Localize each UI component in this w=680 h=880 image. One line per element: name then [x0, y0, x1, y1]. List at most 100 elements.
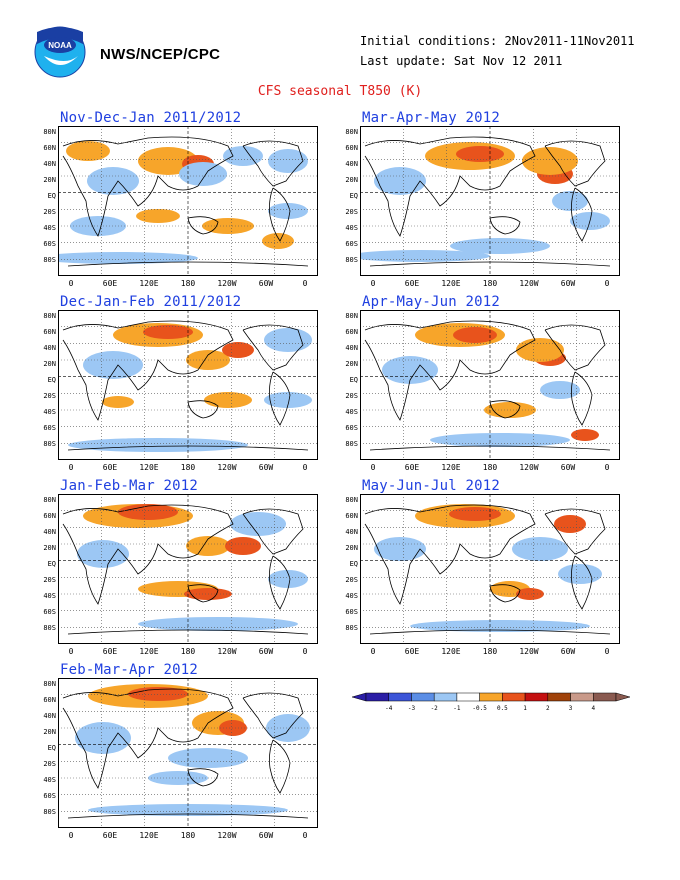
- anomaly-region: [168, 748, 248, 768]
- anomaly-region: [204, 392, 252, 408]
- lon-tick-label: 60E: [404, 279, 420, 288]
- lat-tick-label: 80S: [345, 624, 358, 632]
- lon-tick-label: 60W: [560, 279, 576, 288]
- lat-tick-label: EQ: [47, 376, 56, 384]
- lat-tick-label: EQ: [349, 560, 358, 568]
- lon-tick-label: 60E: [404, 463, 420, 472]
- panel-title-mjj: May-Jun-Jul 2012: [362, 478, 501, 494]
- lat-tick-label: EQ: [47, 560, 56, 568]
- lon-tick-label: 60W: [258, 279, 274, 288]
- anomaly-region: [374, 167, 426, 195]
- anomaly-region: [382, 356, 438, 384]
- legend-arrow-high: [615, 692, 630, 702]
- panel-title-mam: Mar-Apr-May 2012: [362, 110, 501, 126]
- legend-tick-label: -1: [453, 705, 461, 712]
- legend-swatch: [547, 692, 571, 702]
- anomaly-region: [540, 381, 580, 399]
- anomaly-region: [230, 512, 286, 536]
- map-frame: [360, 126, 620, 276]
- legend-swatch: [524, 692, 549, 702]
- lon-tick-label: 60E: [102, 279, 118, 288]
- last-update: Last update: Sat Nov 12 2011: [360, 54, 563, 68]
- coastline: [364, 320, 536, 421]
- lat-tick-label: 40N: [43, 712, 56, 720]
- coastline: [364, 136, 536, 237]
- lon-tick-label: 120E: [139, 831, 159, 840]
- lat-tick-label: EQ: [349, 376, 358, 384]
- lat-tick-label: 40S: [43, 776, 56, 784]
- lat-tick-label: EQ: [47, 744, 56, 752]
- lat-tick-label: 80S: [43, 440, 56, 448]
- anomaly-region: [512, 537, 568, 561]
- anomaly-region: [558, 564, 602, 584]
- lat-tick-label: 20S: [345, 576, 358, 584]
- lon-tick-label: 0: [604, 463, 610, 472]
- legend-tick-label: -2: [431, 705, 439, 712]
- lat-tick-label: 80S: [43, 624, 56, 632]
- lat-tick-label: 20N: [43, 176, 56, 184]
- map-panel-mjj: [360, 494, 620, 644]
- lat-tick-label: 40S: [43, 408, 56, 416]
- lat-tick-label: 80S: [43, 256, 56, 264]
- lon-tick-label: 60W: [258, 831, 274, 840]
- coastline: [269, 739, 291, 794]
- svg-text:NOAA: NOAA: [48, 41, 72, 50]
- lat-tick-label: 60S: [43, 240, 56, 248]
- lat-tick-label: 80S: [345, 256, 358, 264]
- map-panel-ndj: [58, 126, 318, 276]
- coastline: [242, 140, 304, 187]
- coastline: [62, 504, 234, 605]
- lat-tick-label: 80N: [43, 496, 56, 504]
- anomaly-region: [360, 250, 490, 262]
- lat-tick-label: EQ: [47, 192, 56, 200]
- lat-tick-label: 80N: [43, 128, 56, 136]
- lon-tick-label: 180: [180, 647, 196, 656]
- lat-tick-label: 60S: [345, 240, 358, 248]
- lon-tick-label: 120W: [217, 279, 237, 288]
- legend-swatch: [433, 692, 458, 702]
- color-scale-legend: -4 -3 -2 -1 -0.5 0.5 1 2 3 4: [352, 692, 630, 712]
- coastline: [489, 584, 521, 603]
- coastline: [187, 768, 219, 787]
- lat-tick-label: 60N: [43, 696, 56, 704]
- legend-swatch: [502, 692, 526, 702]
- lat-tick-label: 20N: [345, 360, 358, 368]
- anomaly-region: [268, 149, 308, 173]
- lon-tick-label: 0: [604, 647, 610, 656]
- anomaly-region: [516, 338, 564, 362]
- lon-tick-label: 60W: [560, 463, 576, 472]
- anomaly-region: [264, 392, 312, 408]
- map-frame: [58, 678, 318, 828]
- lat-tick-label: 40N: [43, 160, 56, 168]
- anomaly-region: [179, 162, 227, 186]
- lat-tick-label: 60S: [43, 608, 56, 616]
- anomaly-region: [87, 167, 139, 195]
- anomaly-region: [68, 438, 248, 452]
- lat-tick-label: 20N: [43, 728, 56, 736]
- anomaly-region: [118, 504, 178, 520]
- legend-tick-label: -0.5: [472, 705, 487, 712]
- anomaly-region: [554, 515, 586, 533]
- lon-tick-label: 0: [370, 647, 376, 656]
- lon-tick-label: 0: [302, 463, 308, 472]
- lat-tick-label: 40N: [345, 528, 358, 536]
- anomaly-region: [262, 233, 294, 249]
- lon-tick-label: 180: [482, 463, 498, 472]
- anomaly-region: [66, 141, 110, 161]
- lat-tick-label: 40S: [345, 408, 358, 416]
- org-name: NWS/NCEP/CPC: [100, 46, 221, 63]
- anomaly-region: [522, 147, 578, 175]
- anomaly-region: [449, 507, 501, 521]
- lon-tick-label: 120E: [441, 279, 461, 288]
- figure-title: CFS seasonal T850 (K): [257, 84, 423, 99]
- anomaly-region: [102, 396, 134, 408]
- lon-tick-label: 180: [180, 279, 196, 288]
- anomaly-region: [143, 325, 193, 339]
- legend-swatch: [479, 692, 503, 702]
- lon-tick-label: 0: [68, 831, 74, 840]
- legend-swatch: [456, 692, 480, 702]
- lon-tick-label: 120E: [441, 647, 461, 656]
- anomaly-region: [223, 146, 263, 166]
- coastline: [62, 320, 234, 421]
- lat-tick-label: 80N: [43, 680, 56, 688]
